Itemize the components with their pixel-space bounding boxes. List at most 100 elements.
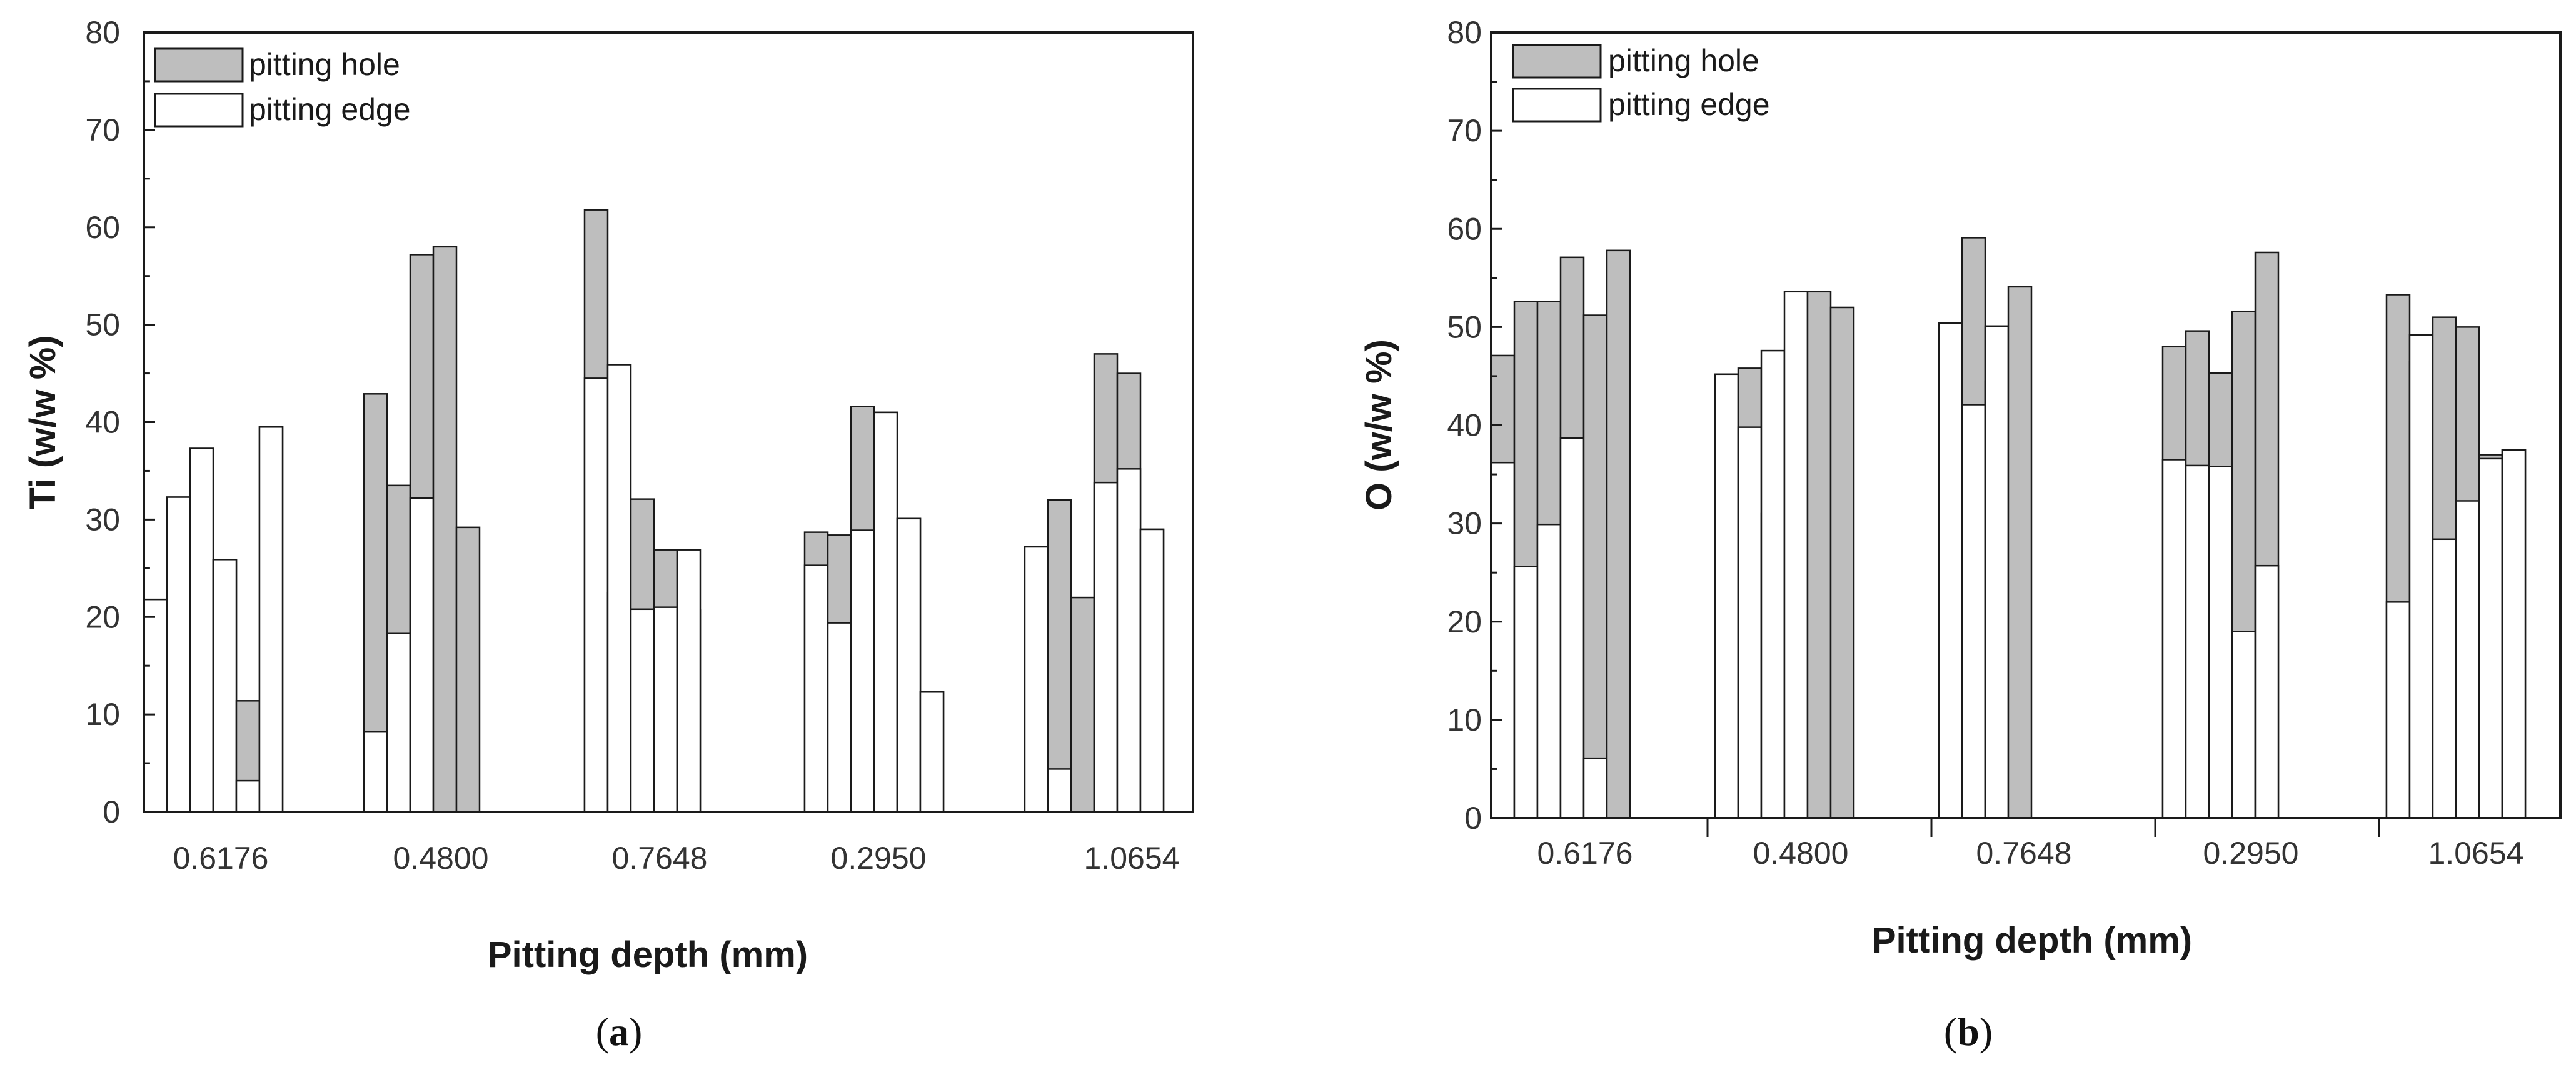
panel-a-bar-pitting-edge	[630, 608, 655, 813]
panel-a-y-tick-label: 30	[85, 502, 120, 537]
panel-a-bar-pitting-hole	[455, 526, 481, 813]
panel-a-bar-pitting-edge	[827, 622, 852, 813]
panel-b-bar-pitting-edge	[1714, 373, 1739, 819]
panel-a-bar-pitting-edge	[409, 497, 435, 813]
panel-b-x-axis-title: Pitting depth (mm)	[1872, 920, 2192, 961]
panel-a-x-tick-label: 0.6176	[173, 841, 269, 876]
panel-a-y-tick-label: 20	[85, 599, 120, 634]
panel-b-legend-label-pitting-hole: pitting hole	[1608, 43, 1759, 78]
panel-b-y-tick-label: 10	[1447, 702, 1482, 738]
panel-b-legend: pitting hole pitting edge	[1512, 43, 1770, 122]
panel-b-bar-pitting-edge	[2208, 466, 2233, 819]
panel-a-bar-pitting-edge	[896, 518, 922, 813]
panel-b-bar-pitting-edge	[2161, 459, 2187, 819]
panel-a-bars	[143, 209, 1165, 813]
panel-a-bar-pitting-edge	[1116, 468, 1142, 813]
panel-b-bar-pitting-edge	[1760, 349, 1786, 819]
panel-a-bar-pitting-edge	[1093, 481, 1119, 813]
panel-a-y-axis-title: Ti (w/w %)	[23, 335, 63, 509]
panel-a-bar-pitting-edge	[386, 632, 411, 813]
panel-a-legend: pitting hole pitting edge	[154, 47, 411, 128]
panel-b-y-axis: 0 10 20 30 40 50 60 70 80	[1447, 15, 1502, 836]
panel-b-bar-pitting-edge	[2432, 538, 2457, 819]
panel-b-y-tick-label: 30	[1447, 506, 1482, 541]
panel-a-x-axis: 0.6176 0.4800 0.7648 0.2950 1.0654	[173, 841, 1180, 876]
panel-b-bar-pitting-edge	[1536, 523, 1562, 819]
panel-b-bar-pitting-edge	[2254, 564, 2280, 819]
panel-a-bar-pitting-hole	[432, 246, 458, 813]
panel-a-legend-swatch-pitting-hole	[154, 48, 244, 82]
panel-b-bars	[1490, 237, 2527, 819]
panel-a-bar-pitting-edge	[873, 411, 898, 813]
panel-b-x-tick-label: 0.6176	[1537, 836, 1633, 871]
panel-b-legend-swatch-pitting-hole	[1512, 44, 1602, 79]
panel-a-x-tick-label: 1.0654	[1084, 841, 1180, 876]
panel-a-bar-pitting-edge	[803, 564, 829, 813]
panel-b-legend-label-pitting-edge: pitting edge	[1608, 87, 1770, 122]
panel-b-legend-swatch-pitting-edge	[1512, 88, 1602, 122]
panel-b-bar-pitting-hole	[1606, 249, 1631, 819]
panel-a-legend-label-pitting-hole: pitting hole	[249, 47, 400, 82]
panel-a-y-tick-label: 70	[85, 112, 120, 148]
panel-b-y-tick-label: 70	[1447, 113, 1482, 148]
panel-b-bar-pitting-edge	[2478, 458, 2503, 819]
panel-b-bar-pitting-hole	[1582, 314, 1608, 819]
panel-b-y-tick-label: 60	[1447, 211, 1482, 246]
panel-a-bar-pitting-edge	[653, 606, 678, 813]
panel-a-bar-pitting-edge	[143, 598, 168, 813]
panel-a-bar-pitting-edge	[189, 448, 214, 813]
panel-b-y-tick-label: 20	[1447, 604, 1482, 639]
panel-b-bar-pitting-hole	[2007, 286, 2033, 819]
panel-a-bar-pitting-edge	[166, 496, 191, 813]
panel-a-x-tick-label: 0.4800	[393, 841, 489, 876]
panel-a-bar-pitting-edge	[919, 691, 945, 813]
panel-b-bar-pitting-edge	[1961, 404, 1986, 819]
panel-b-bar-pitting-edge	[1938, 322, 1963, 819]
panel-a-bar-pitting-edge	[363, 731, 388, 813]
panel-a-bar-pitting-edge	[850, 529, 875, 813]
panel-b-x-axis: 0.6176 0.4800 0.7648 0.2950 1.0654	[1537, 818, 2524, 871]
panel-b-y-tick-label: 50	[1447, 309, 1482, 344]
panel-b-x-tick-label: 0.4800	[1753, 836, 1849, 871]
panel-b-y-axis-title: O (w/w %)	[1359, 339, 1399, 511]
panel-b-bar-pitting-edge	[1783, 291, 1809, 819]
panel-b-bar-pitting-hole	[1829, 306, 1855, 819]
panel-a-x-axis-title: Pitting depth (mm)	[488, 934, 808, 975]
panel-a-bar-pitting-hole	[1070, 596, 1095, 813]
panel-a-y-axis: 0 10 20 30 40 50 60 70 80	[85, 15, 155, 829]
panel-b-bar-pitting-edge	[2231, 631, 2257, 819]
panel-a-y-tick-label: 50	[85, 308, 120, 342]
panel-b-bar-pitting-edge	[1582, 757, 1608, 819]
panel-b-bar-pitting-edge	[1984, 325, 2010, 819]
panel-b-caption: (b)	[1944, 1009, 1993, 1054]
panel-a-bar-pitting-edge	[1139, 528, 1165, 813]
panel-a-bar-pitting-edge	[606, 364, 632, 813]
panel-b-y-tick-label: 0	[1464, 801, 1482, 836]
panel-b-bar-pitting-edge	[1513, 566, 1539, 819]
panel-b-x-tick-label: 0.2950	[2203, 836, 2299, 871]
panel-b-bar-pitting-edge	[2385, 601, 2411, 819]
panel-a-bar-pitting-edge	[583, 378, 609, 813]
panel-b-y-tick-label: 40	[1447, 408, 1482, 443]
panel-a-bar-pitting-hole	[1047, 499, 1072, 813]
panel-a-bar-pitting-edge	[1047, 768, 1072, 813]
panel-a-chart: 0 10 20 30 40 50 60 70 80 0.6176 0.4800 0.7648 0.29…	[23, 15, 1194, 1054]
panel-a-y-tick-label: 40	[85, 405, 120, 440]
panel-b-bar-pitting-edge	[2408, 334, 2434, 819]
panel-b-bar-pitting-edge	[1559, 437, 1585, 819]
panel-a-x-tick-label: 0.2950	[831, 841, 927, 876]
panel-b-bar-pitting-edge	[1737, 426, 1763, 819]
panel-b-x-tick-label: 0.7648	[1976, 836, 2072, 871]
panel-a-caption-letter: a	[609, 1009, 629, 1054]
panel-a-bar-pitting-edge	[676, 549, 702, 813]
panel-b-x-tick-label: 1.0654	[2428, 836, 2524, 871]
panel-b-bar-pitting-edge	[2185, 464, 2210, 819]
panel-b-bar-pitting-edge	[2501, 449, 2527, 819]
panel-a-y-tick-label: 10	[85, 697, 120, 732]
panel-b-bar-pitting-edge	[1490, 461, 1516, 819]
panel-a-bar-pitting-edge	[235, 779, 261, 813]
panel-b-y-tick-label: 80	[1447, 15, 1482, 50]
panel-b-caption-letter: b	[1957, 1009, 1980, 1054]
panel-a-bar-pitting-edge	[1024, 546, 1049, 813]
